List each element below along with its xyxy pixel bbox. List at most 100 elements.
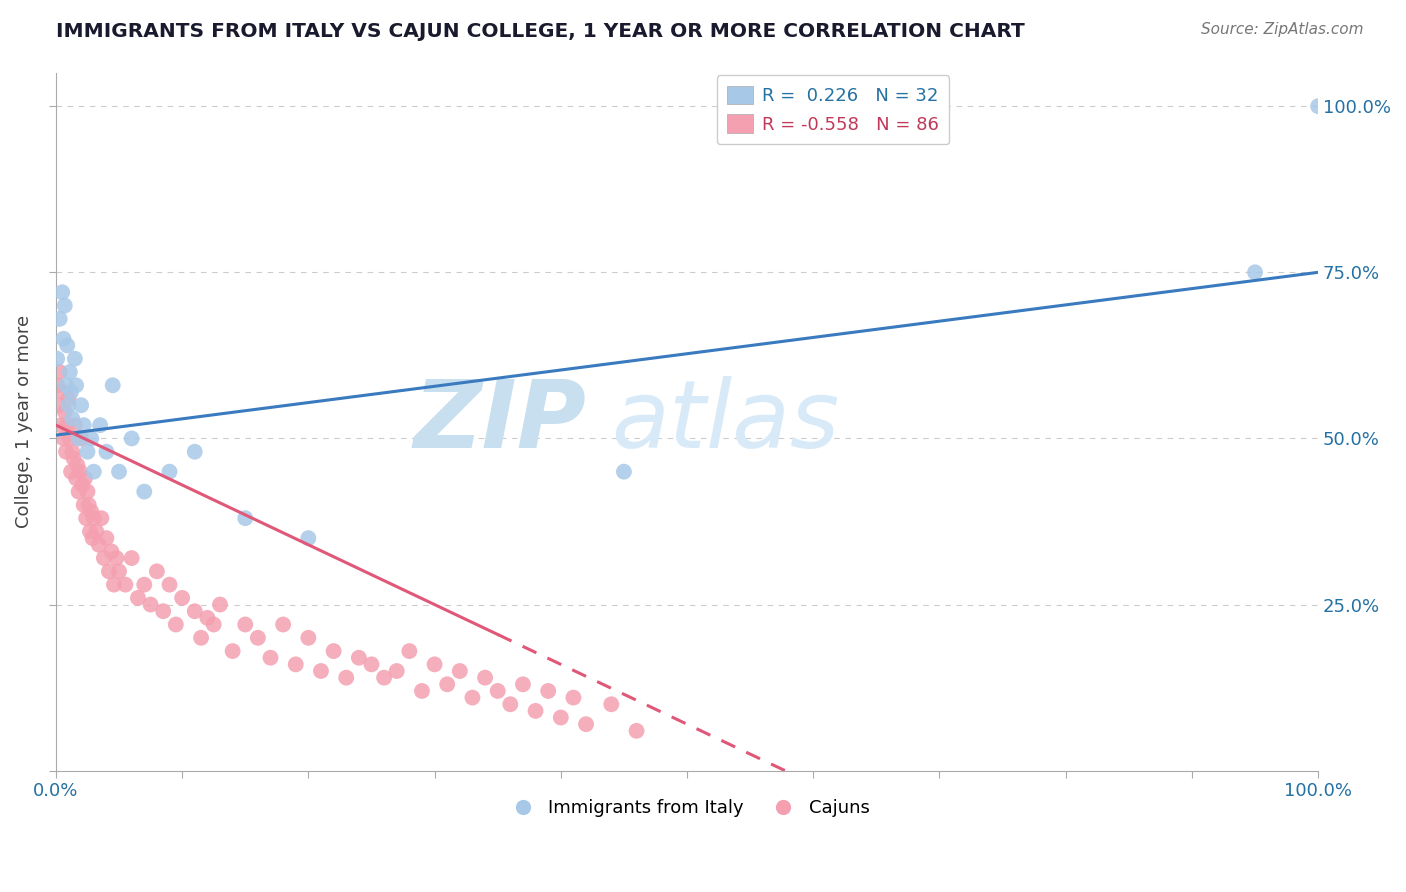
Point [103, 577, 125, 591]
Point [93, 551, 115, 566]
Point [190, 631, 212, 645]
Point [398, 644, 420, 658]
Point [97, 565, 120, 579]
Point [613, 465, 636, 479]
Point [56, 338, 79, 352]
Point [550, 710, 572, 724]
Point [70, 432, 93, 446]
Y-axis label: College, 1 year or more: College, 1 year or more [15, 315, 32, 528]
Point [77, 498, 100, 512]
Point [83, 465, 105, 479]
Point [65, 471, 87, 485]
Point [73, 471, 96, 485]
Point [600, 698, 623, 712]
Point [48, 365, 70, 379]
Point [101, 378, 124, 392]
Point [134, 484, 156, 499]
Point [51, 285, 73, 300]
Text: Source: ZipAtlas.com: Source: ZipAtlas.com [1201, 22, 1364, 37]
Point [96, 444, 118, 458]
Point [159, 465, 181, 479]
Point [165, 617, 187, 632]
Point [75, 511, 97, 525]
Point [82, 531, 104, 545]
Point [46, 351, 69, 366]
Point [202, 617, 225, 632]
Point [89, 418, 111, 433]
Point [208, 598, 231, 612]
Point [233, 511, 256, 525]
Point [76, 484, 98, 499]
Point [309, 664, 332, 678]
Point [221, 644, 243, 658]
Point [1308, 99, 1330, 113]
Point [499, 698, 522, 712]
Point [65, 378, 87, 392]
Text: atlas: atlas [612, 376, 839, 467]
Point [87, 538, 110, 552]
Point [62, 451, 84, 466]
Point [184, 604, 207, 618]
Point [537, 684, 560, 698]
Point [79, 524, 101, 539]
Point [63, 351, 86, 366]
Point [121, 432, 143, 446]
Point [486, 684, 509, 698]
Point [46, 378, 69, 392]
Point [100, 544, 122, 558]
Point [55, 378, 77, 392]
Point [72, 478, 94, 492]
Point [52, 332, 75, 346]
Point [575, 717, 598, 731]
Point [335, 671, 357, 685]
Point [60, 411, 83, 425]
Point [271, 617, 294, 632]
Point [436, 677, 458, 691]
Point [114, 577, 136, 591]
Point [60, 444, 83, 458]
Point [233, 617, 256, 632]
Point [48, 398, 70, 412]
Point [121, 551, 143, 566]
Point [56, 418, 79, 433]
Point [52, 432, 75, 446]
Point [246, 631, 269, 645]
Point [53, 405, 76, 419]
Point [55, 444, 77, 458]
Text: ZIP: ZIP [413, 376, 586, 467]
Point [347, 650, 370, 665]
Point [297, 631, 319, 645]
Point [67, 432, 90, 446]
Point [80, 432, 103, 446]
Point [53, 299, 76, 313]
Point [461, 690, 484, 705]
Point [58, 398, 80, 412]
Point [90, 511, 112, 525]
Text: IMMIGRANTS FROM ITALY VS CAJUN COLLEGE, 1 YEAR OR MORE CORRELATION CHART: IMMIGRANTS FROM ITALY VS CAJUN COLLEGE, … [56, 22, 1025, 41]
Point [139, 598, 162, 612]
Point [449, 664, 471, 678]
Point [84, 524, 107, 539]
Point [195, 611, 218, 625]
Point [48, 311, 70, 326]
Point [67, 484, 90, 499]
Point [59, 432, 82, 446]
Point [134, 577, 156, 591]
Point [83, 511, 105, 525]
Legend: Immigrants from Italy, Cajuns: Immigrants from Italy, Cajuns [498, 792, 877, 824]
Point [524, 704, 547, 718]
Point [127, 591, 149, 605]
Point [96, 531, 118, 545]
Point [360, 657, 382, 672]
Point [562, 690, 585, 705]
Point [59, 365, 82, 379]
Point [373, 671, 395, 685]
Point [108, 465, 131, 479]
Point [73, 498, 96, 512]
Point [105, 551, 128, 566]
Point [108, 565, 131, 579]
Point [322, 644, 344, 658]
Point [411, 684, 433, 698]
Point [159, 577, 181, 591]
Point [51, 384, 73, 399]
